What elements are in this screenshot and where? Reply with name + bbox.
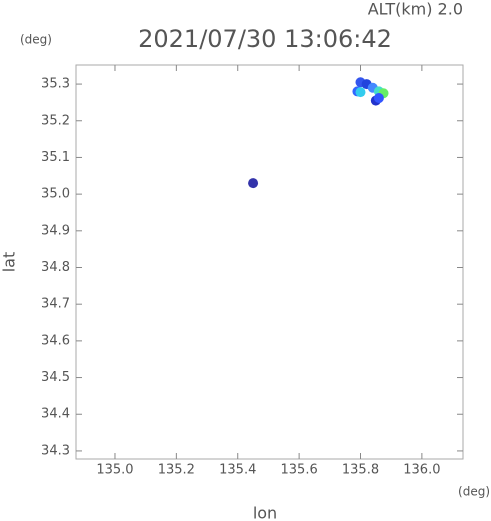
- echo-point: [248, 178, 259, 189]
- x-tick-label: 135.6: [281, 463, 318, 478]
- x-unit: (deg): [458, 485, 490, 499]
- y-tick-label: 34.3: [41, 443, 70, 458]
- y-unit: (deg): [20, 33, 52, 47]
- annotation: ALT(km) 2.0: [368, 0, 463, 19]
- x-tick-label: 136.0: [403, 463, 440, 478]
- y-tick-label: 35.0: [41, 187, 70, 202]
- y-tick-label: 34.9: [41, 223, 70, 238]
- x-tick-label: 135.4: [219, 463, 256, 478]
- x-tick-label: 135.2: [158, 463, 195, 478]
- y-tick-label: 34.6: [41, 333, 70, 348]
- y-tick-label: 34.8: [41, 260, 70, 275]
- x-tick-label: 135.0: [96, 463, 133, 478]
- y-tick-label: 34.4: [41, 407, 70, 422]
- x-axis-label: lon: [253, 504, 277, 521]
- y-tick-label: 35.2: [41, 113, 70, 128]
- echo-point: [355, 87, 366, 98]
- chart-title: 2021/07/30 13:06:42: [138, 25, 392, 53]
- plot-frame: [75, 64, 464, 460]
- y-tick-label: 35.1: [41, 150, 70, 165]
- y-tick-label: 35.3: [41, 77, 70, 92]
- echo-point: [373, 93, 384, 104]
- x-tick-label: 135.8: [342, 463, 379, 478]
- y-tick-label: 34.5: [41, 370, 70, 385]
- y-axis-label: lat: [0, 252, 19, 273]
- y-tick-label: 34.7: [41, 297, 70, 312]
